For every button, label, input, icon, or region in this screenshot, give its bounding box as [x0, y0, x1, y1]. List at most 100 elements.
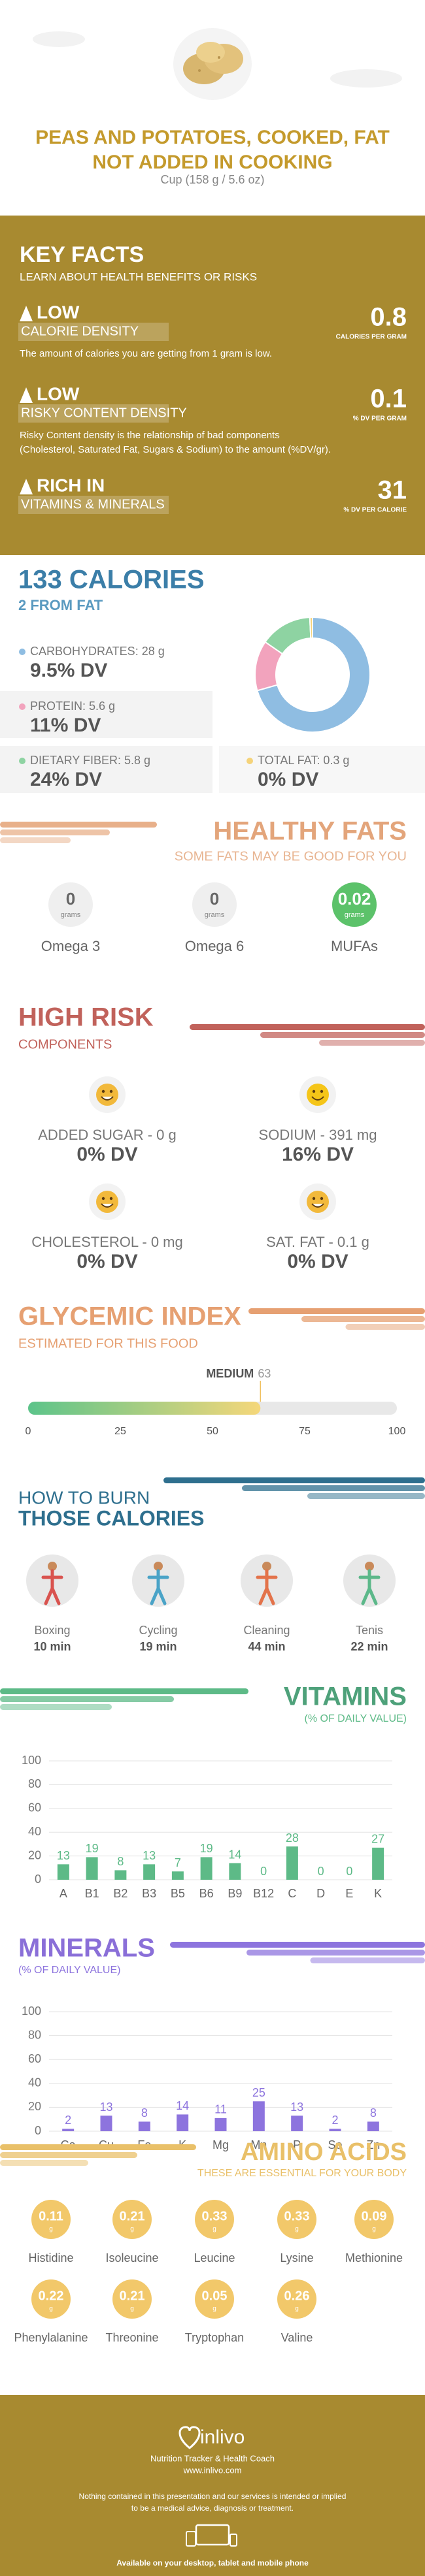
- decor-stripe: [0, 829, 110, 835]
- figure-head: [48, 1562, 57, 1571]
- bar: [200, 1857, 212, 1880]
- smiley-eye: [312, 1197, 316, 1200]
- label-band: [18, 496, 169, 514]
- risk-dv: 0% DV: [287, 1251, 348, 1272]
- figure-head: [262, 1562, 271, 1571]
- amino-value: 0.26: [284, 2289, 310, 2303]
- decor-stripe: [0, 2144, 196, 2150]
- section-title: HEALTHY FATS: [213, 817, 407, 846]
- section-title: THOSE CALORIES: [18, 1506, 204, 1530]
- label-band: [18, 404, 169, 423]
- bar: [329, 2129, 341, 2131]
- data-label: 8: [117, 1855, 124, 1868]
- data-label: 13: [143, 1849, 156, 1862]
- decor-stripe: [0, 1696, 174, 1702]
- amino-name: Valine: [281, 2331, 313, 2344]
- section-title: HIGH RISK: [18, 1003, 154, 1032]
- y-tick-label: 60: [28, 2052, 41, 2065]
- smiley-eye: [109, 1089, 113, 1093]
- unit: % DV PER GRAM: [353, 415, 407, 423]
- x-tick-label: 0: [26, 1426, 31, 1437]
- x-tick-label: B5: [171, 1887, 185, 1900]
- key-facts-bg: [0, 216, 425, 555]
- section-subtitle: COMPONENTS: [18, 1037, 112, 1052]
- activity-time: 22 min: [350, 1640, 388, 1653]
- macro-dv: 9.5% DV: [30, 660, 107, 681]
- risk-label: CHOLESTEROL - 0 mg: [31, 1234, 182, 1250]
- bar: [62, 2129, 75, 2131]
- bar: [367, 2121, 379, 2131]
- donut-segment: [309, 616, 313, 639]
- data-label: 2: [65, 2114, 71, 2127]
- bar: [138, 2121, 150, 2131]
- x-tick-label: C: [288, 1887, 296, 1900]
- amino-unit: g: [295, 2306, 299, 2313]
- fat-unit: grams: [345, 911, 365, 919]
- risk-dv: 0% DV: [76, 1251, 137, 1272]
- activity-time: 10 min: [33, 1640, 71, 1653]
- data-label: 8: [370, 2106, 377, 2119]
- smiley-eye: [109, 1197, 113, 1200]
- disclaimer: Nothing contained in this presentation a…: [79, 2492, 347, 2501]
- data-label: 19: [86, 1842, 99, 1855]
- x-tick-label: Zn: [366, 2138, 380, 2151]
- level: RICH IN: [37, 475, 105, 495]
- bar: [291, 2116, 303, 2131]
- decor-stripe: [248, 1308, 425, 1314]
- x-tick-label: D: [316, 1887, 325, 1900]
- description: The amount of calories you are getting f…: [20, 348, 272, 359]
- footer-bg: [0, 2395, 425, 2576]
- panel: [0, 691, 212, 738]
- x-tick-label: 100: [388, 1426, 406, 1437]
- potato-illustration: [33, 28, 402, 100]
- x-tick-label: 50: [207, 1426, 218, 1437]
- section-title: KEY FACTS: [20, 242, 144, 267]
- decor-stripe: [0, 2160, 88, 2166]
- x-tick-label: Mn: [250, 2138, 267, 2151]
- title: PEAS AND POTATOES, COOKED, FAT: [35, 127, 390, 148]
- donut-segment: [256, 616, 371, 733]
- activity-time: 19 min: [139, 1640, 177, 1653]
- value: 0.1: [370, 385, 407, 413]
- y-tick-label: 60: [28, 1801, 41, 1814]
- x-tick-label: 75: [299, 1426, 311, 1437]
- risk-dv: 0% DV: [76, 1144, 137, 1165]
- legend-dot: [19, 703, 26, 710]
- macro-dv: 24% DV: [30, 769, 102, 790]
- y-tick-label: 40: [28, 1825, 41, 1838]
- amino-value: 0.09: [362, 2209, 387, 2223]
- risk-dv: 16% DV: [282, 1144, 354, 1165]
- amino-circle: [112, 2279, 152, 2319]
- level: LOW: [37, 302, 80, 322]
- y-tick-label: 20: [28, 1848, 41, 1861]
- fat-unit: grams: [205, 911, 225, 919]
- legend-dot: [246, 758, 253, 764]
- brand: inlivo: [200, 2426, 245, 2448]
- amino-name: Isoleucine: [105, 2251, 158, 2264]
- x-tick-label: 25: [114, 1426, 126, 1437]
- x-tick-label: B1: [85, 1887, 99, 1900]
- description: Risky Content density is the relationshi…: [20, 430, 280, 441]
- label: CALORIE DENSITY: [21, 324, 139, 338]
- smiley-eye: [101, 1089, 105, 1093]
- activity-name: Tenis: [356, 1624, 383, 1637]
- amino-unit: g: [130, 2226, 134, 2233]
- amino-unit: g: [295, 2226, 299, 2233]
- y-tick-label: 0: [35, 2124, 41, 2137]
- data-label: 13: [290, 2101, 303, 2114]
- fat-name: MUFAs: [331, 938, 378, 954]
- gauge-fill: [28, 1402, 261, 1415]
- section-title: GLYCEMIC INDEX: [18, 1302, 241, 1331]
- bar: [57, 1864, 69, 1880]
- logo-heart: [178, 2426, 201, 2449]
- fat-unit: grams: [61, 911, 81, 919]
- smiley: [96, 1191, 118, 1213]
- section-title: MINERALS: [18, 1934, 155, 1963]
- section-subtitle: (% OF DAILY VALUE): [18, 1965, 120, 1976]
- fat-circle: [48, 882, 93, 927]
- smiley-mouth: [101, 1203, 114, 1208]
- smiley-eye: [101, 1197, 105, 1200]
- y-tick-label: 0: [35, 1873, 41, 1886]
- gauge-value: 63: [258, 1367, 271, 1380]
- decor-stripe: [260, 1032, 425, 1038]
